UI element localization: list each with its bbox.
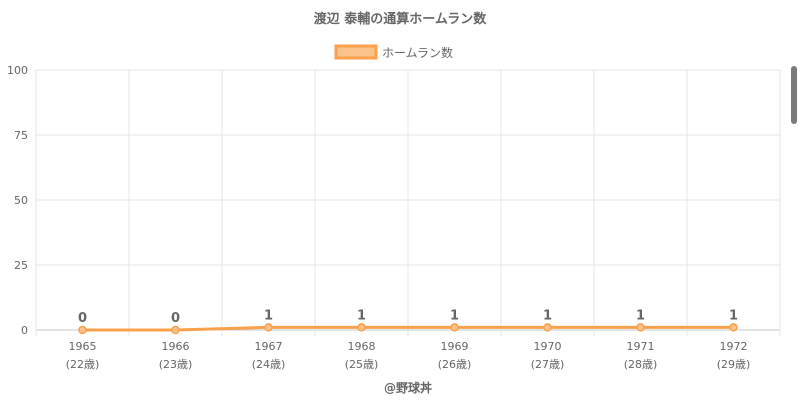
legend[interactable]: ホームラン数 — [334, 44, 453, 60]
credit: @野球丼 — [384, 380, 432, 395]
x-tick-sublabel: (26歳) — [438, 358, 472, 371]
x-tick-sublabel: (25歳) — [345, 358, 379, 371]
x-tick-label: 1971 — [627, 340, 655, 353]
y-tick-label: 100 — [7, 64, 28, 77]
x-tick-label: 1968 — [348, 340, 376, 353]
x-tick-sublabel: (23歳) — [159, 358, 193, 371]
x-tick-label: 1970 — [534, 340, 562, 353]
data-point[interactable] — [171, 325, 180, 335]
scrollbar[interactable] — [788, 0, 800, 400]
data-label: 0 — [171, 311, 180, 326]
x-tick-label: 1966 — [162, 340, 190, 353]
legend-swatch — [334, 44, 378, 60]
scrollbar-thumb[interactable] — [791, 66, 797, 124]
data-point[interactable] — [543, 323, 552, 332]
series-line — [82, 325, 734, 332]
legend-label: ホームラン数 — [382, 45, 453, 60]
x-tick-sublabel: (29歳) — [717, 358, 751, 371]
data-point[interactable] — [450, 323, 459, 332]
x-tick-sublabel: (24歳) — [252, 358, 286, 371]
x-tick-label: 1969 — [441, 340, 469, 353]
data-label: 1 — [357, 308, 366, 323]
y-tick-label: 25 — [14, 259, 28, 272]
y-tick-label: 50 — [14, 194, 28, 207]
x-tick-sublabel: (22歳) — [66, 358, 100, 371]
data-point[interactable] — [264, 323, 273, 332]
y-axis-ticks: 0 25 50 75 100 — [7, 64, 28, 337]
x-tick-sublabel: (28歳) — [624, 358, 658, 371]
x-tick-sublabel: (27歳) — [531, 358, 565, 371]
x-tick-label: 1967 — [255, 340, 283, 353]
data-label: 1 — [543, 308, 552, 323]
y-tick-label: 75 — [14, 129, 28, 142]
data-point[interactable] — [78, 325, 87, 335]
grid — [35, 69, 781, 336]
data-point[interactable] — [729, 323, 738, 332]
chart-title: 渡辺 泰輔の通算ホームラン数 — [314, 11, 487, 27]
data-label: 1 — [729, 308, 738, 323]
x-axis-ticks: 1965 (22歳) 1966 (23歳) 1967 (24歳) 1968 (25歳) 1969… — [66, 340, 751, 371]
y-tick-label: 0 — [21, 324, 28, 337]
plot-area: 0 0 1 1 1 1 1 1 — [78, 308, 738, 335]
x-tick-label: 1972 — [720, 340, 748, 353]
data-label: 1 — [450, 308, 459, 323]
data-label: 0 — [78, 311, 87, 326]
data-label: 1 — [264, 308, 273, 323]
data-point[interactable] — [636, 323, 645, 332]
data-label: 1 — [636, 308, 645, 323]
data-point[interactable] — [357, 323, 366, 332]
x-tick-label: 1965 — [69, 340, 97, 353]
